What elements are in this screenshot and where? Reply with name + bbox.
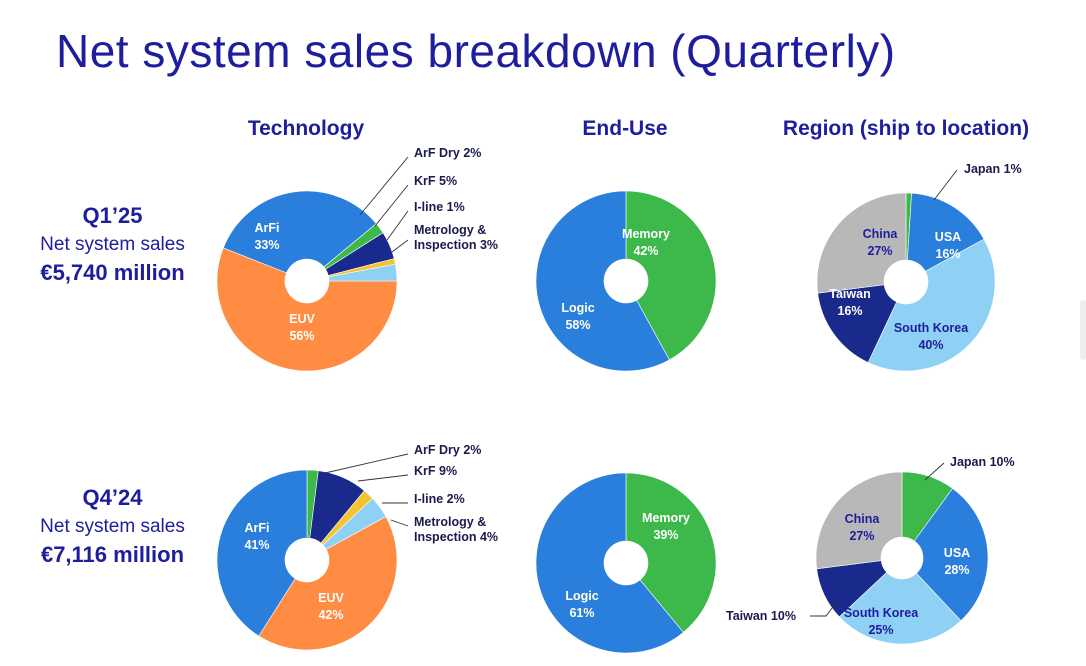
pie-slice-arfi bbox=[216, 469, 308, 637]
pie-slice-memory bbox=[625, 472, 717, 633]
slice-value-south-korea: 40% bbox=[918, 338, 943, 352]
slice-label-japan: Japan 1% bbox=[964, 162, 1022, 176]
leader-line-japan bbox=[933, 169, 958, 201]
sales-amount: €7,116 million bbox=[40, 542, 185, 567]
leader-line-japan bbox=[924, 462, 945, 481]
sales-label: Net system sales bbox=[40, 516, 185, 537]
quarter-block-q1-25: Q1’25 Net system sales €5,740 million bbox=[10, 200, 215, 288]
slice-value-metrology-inspection: Inspection 3% bbox=[414, 238, 498, 252]
quarter-label: Q4’24 bbox=[82, 485, 143, 510]
pie-slice-logic bbox=[535, 190, 670, 372]
slice-label-i-line: I-line 2% bbox=[414, 492, 465, 506]
slice-value-arfi: 33% bbox=[254, 238, 279, 252]
slice-label-arf-dry: ArF Dry 2% bbox=[414, 146, 481, 160]
slice-label-usa: USA bbox=[935, 230, 961, 244]
leader-line-krf bbox=[374, 184, 409, 227]
pie-slice-usa bbox=[907, 192, 985, 272]
header-end-use: End-Use bbox=[582, 117, 668, 140]
slice-label-i-line: I-line 1% bbox=[414, 200, 465, 214]
quarter-label: Q1’25 bbox=[82, 203, 143, 228]
slice-value-arfi: 41% bbox=[244, 538, 269, 552]
pie-slice-euv bbox=[258, 516, 398, 651]
leader-line-krf bbox=[357, 474, 409, 482]
slice-value-memory: 39% bbox=[653, 528, 678, 542]
pie-slice-arfi bbox=[222, 190, 377, 274]
slice-label-metrology-inspection: Metrology & bbox=[414, 515, 486, 529]
slice-label-arf-dry: ArF Dry 2% bbox=[414, 443, 481, 457]
header-technology: Technology bbox=[247, 117, 365, 140]
slice-label-japan: Japan 10% bbox=[950, 455, 1015, 469]
leader-line-metrology-inspection bbox=[390, 519, 409, 527]
slice-label-south-korea: South Korea bbox=[844, 606, 919, 620]
slice-label-china: China bbox=[863, 227, 899, 241]
quarter-block-q4-24: Q4’24 Net system sales €7,116 million bbox=[10, 482, 215, 570]
pie-slice-metrology-inspection bbox=[328, 263, 398, 282]
pie-chart-end-use-q1-25: Memory 42% Logic 58% bbox=[535, 190, 717, 372]
slice-label-china: China bbox=[845, 512, 881, 526]
slice-value-china: 27% bbox=[849, 529, 874, 543]
slice-label-south-korea: South Korea bbox=[894, 321, 969, 335]
leader-line-arf-dry bbox=[324, 453, 409, 474]
slice-label-metrology-inspection: Metrology & bbox=[414, 223, 486, 237]
pie-slice-euv bbox=[216, 247, 398, 372]
leader-line-arf-dry bbox=[359, 156, 409, 216]
slice-value-memory: 42% bbox=[633, 244, 658, 258]
slice-label-usa: USA bbox=[944, 546, 970, 560]
pie-slice-china bbox=[815, 471, 903, 570]
slice-value-euv: 42% bbox=[318, 608, 343, 622]
slice-label-memory: Memory bbox=[622, 227, 670, 241]
sales-label: Net system sales bbox=[40, 234, 185, 255]
slice-value-usa: 28% bbox=[944, 563, 969, 577]
slice-label-euv: EUV bbox=[318, 591, 344, 605]
page-title: Net system sales breakdown (Quarterly) bbox=[56, 25, 896, 77]
leader-line-taiwan bbox=[810, 602, 837, 617]
slice-label-euv: EUV bbox=[289, 312, 315, 326]
slice-value-euv: 56% bbox=[289, 329, 314, 343]
leader-line-i-line bbox=[386, 210, 409, 241]
slice-value-south-korea: 25% bbox=[868, 623, 893, 637]
pie-slice-taiwan bbox=[817, 284, 898, 363]
slice-value-usa: 16% bbox=[935, 247, 960, 261]
pie-slice-south-korea bbox=[867, 238, 996, 372]
pie-chart-region-ship-to-location-q1-25: Japan 1% USA 16% South Korea 40% Taiwan 16% Chi… bbox=[816, 162, 1022, 372]
slice-label-logic: Logic bbox=[565, 589, 598, 603]
slice-label-taiwan: Taiwan 10% bbox=[726, 609, 796, 623]
slice-value-china: 27% bbox=[867, 244, 892, 258]
pie-slice-china bbox=[816, 192, 907, 294]
pie-slice-memory bbox=[625, 190, 717, 361]
pie-chart-end-use-q4-24: Memory 39% Logic 61% bbox=[535, 472, 717, 654]
scrollbar[interactable] bbox=[1080, 300, 1086, 360]
pie-chart-technology-q4-24: EUV 42% ArFi 41% ArF Dry 2% KrF 9% I-line 2% Me… bbox=[216, 443, 498, 651]
slice-label-arfi: ArFi bbox=[255, 221, 280, 235]
pie-slice-usa bbox=[913, 488, 989, 622]
slice-label-taiwan: Taiwan bbox=[829, 287, 870, 301]
slice-value-metrology-inspection: Inspection 4% bbox=[414, 530, 498, 544]
pie-chart-technology-q1-25: EUV 56% ArFi 33% ArF Dry 2% KrF 5% I-line 1% Me… bbox=[216, 146, 498, 372]
header-region: Region (ship to location) bbox=[782, 117, 1030, 140]
slice-label-krf: KrF 9% bbox=[414, 464, 457, 478]
leader-line-metrology-inspection bbox=[391, 239, 409, 253]
pie-chart-region-ship-to-location-q4-24: Japan 10% USA 28% South Korea 25% Taiwan 10% C… bbox=[726, 455, 1015, 645]
slice-value-taiwan: 16% bbox=[837, 304, 862, 318]
slice-label-logic: Logic bbox=[561, 301, 594, 315]
pie-slice-logic bbox=[535, 472, 684, 654]
slice-value-logic: 61% bbox=[569, 606, 594, 620]
slice-value-logic: 58% bbox=[565, 318, 590, 332]
pie-slice-south-korea bbox=[838, 571, 962, 645]
sales-amount: €5,740 million bbox=[40, 260, 185, 285]
slice-label-arfi: ArFi bbox=[245, 521, 270, 535]
slice-label-krf: KrF 5% bbox=[414, 174, 457, 188]
slice-label-memory: Memory bbox=[642, 511, 690, 525]
